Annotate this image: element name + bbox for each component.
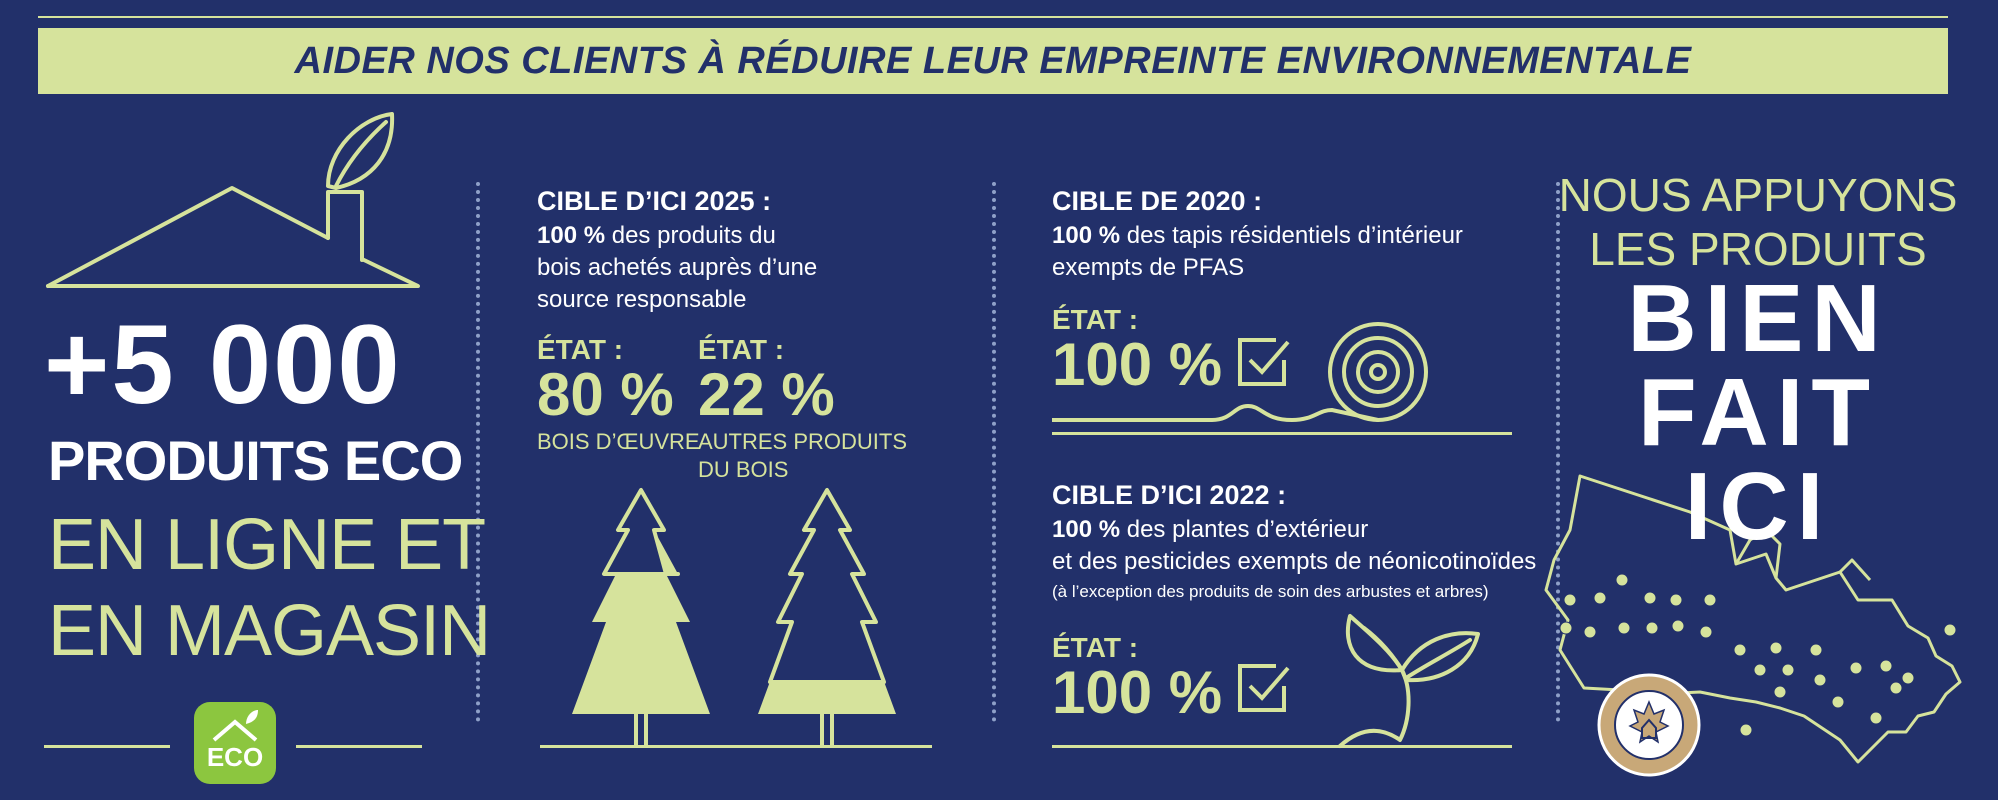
plants-status-value: 100 % <box>1052 659 1223 726</box>
carpet-baseline <box>1052 432 1512 435</box>
carpet-status-value: 100 % <box>1052 331 1223 398</box>
carpet-target-title: CIBLE DE 2020 : <box>1052 186 1263 216</box>
plants-target-title: CIBLE D’ICI 2022 : <box>1052 480 1287 510</box>
support-text: NOUS APPUYONS LES PRODUITS <box>1558 168 1958 276</box>
plants-note: (à l’exception des produits de soin des … <box>1052 582 1489 601</box>
eco-channels: EN LIGNE ET EN MAGASIN <box>48 502 491 674</box>
canada-map-icon <box>1544 474 1962 764</box>
eco-house-icon <box>212 710 258 742</box>
top-rule <box>38 16 1948 18</box>
plants-baseline <box>1052 745 1512 748</box>
plants-status-label: ÉTAT : <box>1052 632 1139 663</box>
eco-rule-right <box>296 745 422 748</box>
plants-text-1: des plantes d’extérieur <box>1120 516 1369 543</box>
house-leaf-icon <box>46 112 420 288</box>
carpet-text-2: exempts de PFAS <box>1052 254 1245 281</box>
carpet-target-percent: 100 % <box>1052 222 1121 249</box>
wood-status2-label: ÉTAT : <box>698 334 785 365</box>
support-line2: LES PRODUITS <box>1589 223 1927 275</box>
bien-fait-ici-title: BIEN FAIT ICI <box>1558 265 1958 560</box>
wood-text-1: des produits du <box>605 222 776 249</box>
carpet-status-label: ÉTAT : <box>1052 304 1139 335</box>
wood-baseline <box>540 745 932 748</box>
carpet-target-text: 100 % des tapis résidentiels d’intérieur… <box>1052 220 1532 284</box>
carpet-text-1: des tapis résidentiels d’intérieur <box>1120 222 1463 249</box>
wood-status1-label: ÉTAT : <box>537 334 624 365</box>
separator-2 <box>992 182 996 722</box>
maple-seal-icon <box>1597 673 1701 777</box>
separator-3 <box>1556 182 1560 722</box>
eco-channels-line2: EN MAGASIN <box>48 591 491 671</box>
separator-1 <box>476 182 480 722</box>
eco-badge-label: ECO <box>206 742 264 772</box>
eco-rule-left <box>44 745 170 748</box>
wood-target-text: 100 % des produits du bois achetés auprè… <box>537 220 937 316</box>
checkbox-icon <box>1238 338 1290 386</box>
carpet-roll-icon <box>1052 322 1428 423</box>
wood-status1-caption: BOIS D’ŒUVRE <box>537 429 700 454</box>
banner-title: AIDER NOS CLIENTS À RÉDUIRE LEUR EMPREIN… <box>294 39 1692 82</box>
wood-status1-value: 80 % <box>537 361 674 428</box>
wood-text-3: source responsable <box>537 286 747 313</box>
wood-status2-caption: AUTRES PRODUITS DU BOIS <box>698 428 907 484</box>
plants-text-2: et des pesticides exempts de néonicotino… <box>1052 548 1537 575</box>
plants-target-percent: 100 % <box>1052 516 1121 543</box>
eco-badge: ECO <box>194 702 276 784</box>
wood-text-2: bois achetés auprès d’une <box>537 254 818 281</box>
tree-icon <box>758 488 896 746</box>
support-line1: NOUS APPUYONS <box>1558 169 1958 221</box>
plants-target-text: 100 % des plantes d’extérieur et des pes… <box>1052 514 1552 578</box>
wood-status2-value: 22 % <box>698 361 835 428</box>
wood-target-title: CIBLE D’ICI 2025 : <box>537 186 772 216</box>
tree-icon <box>572 488 710 746</box>
wood-status2-caption2: DU BOIS <box>698 457 789 482</box>
eco-channels-line1: EN LIGNE ET <box>48 505 486 585</box>
header-banner: AIDER NOS CLIENTS À RÉDUIRE LEUR EMPREIN… <box>38 28 1948 94</box>
eco-products-label: PRODUITS ECO <box>48 429 463 492</box>
fait-word: FAIT <box>1638 359 1878 466</box>
ici-word: ICI <box>1684 453 1832 560</box>
wood-target-percent: 100 % <box>537 222 606 249</box>
checkbox-icon <box>1238 664 1290 712</box>
sprout-icon <box>1338 614 1480 748</box>
wood-status2-caption1: AUTRES PRODUITS <box>698 429 908 454</box>
bien-word: BIEN <box>1627 265 1889 372</box>
eco-product-count: +5 000 <box>44 302 402 427</box>
